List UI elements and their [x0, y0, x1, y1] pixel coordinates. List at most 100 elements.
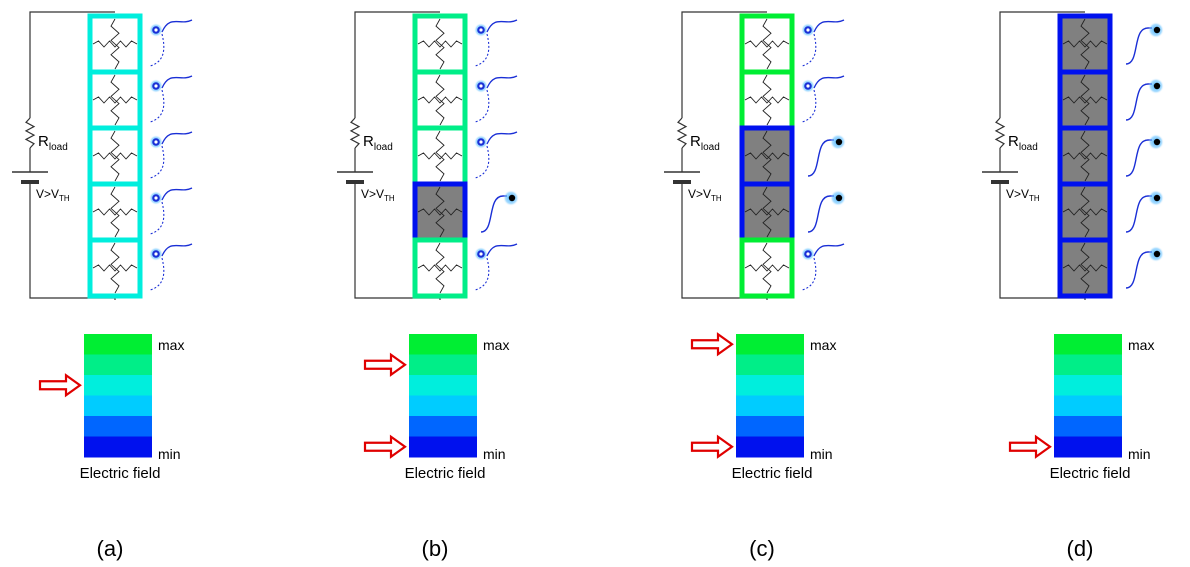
resistor-label: Rload	[363, 133, 393, 153]
cell-vertical-resistor	[1080, 74, 1090, 126]
cell	[1057, 237, 1164, 299]
cell	[412, 69, 518, 131]
level-arrow-icon	[38, 373, 82, 398]
panel-d: Rload V>VTH max min Electric field (d)	[982, 11, 1164, 561]
battery-label-main: V>V	[361, 187, 384, 201]
localized-wave-icon	[149, 75, 193, 123]
localized-wave-icon	[474, 243, 518, 291]
circuit	[337, 11, 441, 300]
wave-curve	[813, 19, 845, 33]
localized-wave-icon	[474, 75, 518, 123]
cell-horizontal-resistor	[92, 40, 138, 48]
electron-dot	[1153, 26, 1161, 34]
cell-resistor-network	[1062, 18, 1108, 70]
scale-min-label: min	[810, 446, 833, 462]
wire-top	[999, 11, 1085, 118]
cell	[412, 125, 518, 187]
delocalized-wave-icon	[1125, 190, 1164, 233]
cell	[87, 181, 193, 243]
scale-band	[1054, 436, 1122, 458]
electron-core	[154, 252, 158, 256]
cell-horizontal-resistor	[1062, 152, 1108, 160]
cell-resistor-network	[417, 18, 463, 70]
wave-dashed-tail	[801, 89, 817, 123]
delocalized-wave-icon	[807, 134, 846, 177]
electron-dot	[508, 194, 516, 202]
cell-horizontal-resistor	[92, 208, 138, 216]
scale-title: Electric field	[1050, 465, 1131, 482]
wave-curve	[1125, 27, 1152, 65]
level-arrow-icon	[1008, 434, 1052, 459]
cell-horizontal-resistor	[92, 96, 138, 104]
load-resistor	[349, 117, 361, 149]
scale-max-label: max	[158, 337, 184, 353]
scale-band	[409, 375, 477, 396]
cell	[739, 69, 845, 131]
scale-title: Electric field	[405, 465, 486, 482]
scale-band	[84, 436, 152, 458]
panel-caption: (d)	[1067, 536, 1094, 561]
wave-curve	[813, 243, 845, 257]
wave-dashed-tail	[149, 89, 165, 123]
level-arrow-icon	[363, 352, 407, 377]
electric-field-scale: max min Electric field	[38, 334, 184, 482]
scale-band	[84, 354, 152, 376]
delocalized-wave-icon	[480, 190, 519, 233]
wire-bottom	[29, 182, 116, 300]
electron-dot	[1153, 250, 1161, 258]
cell-vertical-resistor	[1080, 130, 1090, 182]
resistor-label-main: R	[690, 133, 701, 150]
electron-core	[806, 28, 810, 32]
cell	[739, 125, 846, 187]
wave-curve	[161, 243, 193, 257]
electric-field-scale: max min Electric field	[690, 332, 836, 482]
scale-band	[84, 375, 152, 396]
battery-label-sub: TH	[384, 194, 395, 203]
battery-label-sub: TH	[59, 194, 70, 203]
localized-wave-icon	[474, 131, 518, 179]
localized-wave-icon	[149, 187, 193, 235]
cell	[87, 69, 193, 131]
wave-dashed-tail	[149, 33, 165, 67]
cell-vertical-resistor	[1080, 18, 1090, 70]
cell	[412, 237, 518, 299]
wave-curve	[1125, 251, 1152, 289]
delocalized-wave-icon	[1125, 78, 1164, 121]
cell-resistor-network	[417, 242, 463, 294]
scale-band	[736, 436, 804, 458]
wave-curve	[161, 131, 193, 145]
delocalized-wave-icon	[1125, 134, 1164, 177]
localized-wave-icon	[149, 19, 193, 67]
wave-curve	[1125, 195, 1152, 233]
cell	[87, 13, 193, 75]
scale-band	[84, 395, 152, 417]
cell-horizontal-resistor	[92, 264, 138, 272]
battery-label-main: V>V	[1006, 187, 1029, 201]
electric-field-scale: max min Electric field	[363, 334, 509, 482]
scale-min-label: min	[1128, 446, 1151, 462]
panel-b: Rload V>VTH max min Electric field (b)	[337, 11, 519, 561]
scale-band	[1054, 395, 1122, 417]
wave-curve	[161, 187, 193, 201]
cell-resistor-network	[744, 130, 790, 182]
load-resistor	[676, 117, 688, 149]
electron-core	[806, 252, 810, 256]
scale-band	[84, 416, 152, 437]
wave-curve	[486, 243, 518, 257]
battery-label: V>VTH	[688, 187, 722, 203]
electron-dot	[1153, 82, 1161, 90]
localized-wave-icon	[149, 243, 193, 291]
resistor-label-sub: load	[374, 142, 393, 153]
electron-core	[154, 28, 158, 32]
wave-dashed-tail	[801, 257, 817, 291]
cell-resistor-network	[1062, 74, 1108, 126]
electron-core	[154, 196, 158, 200]
cell-vertical-resistor	[110, 74, 120, 126]
cell-horizontal-resistor	[417, 96, 463, 104]
scale-band	[736, 416, 804, 437]
cell-horizontal-resistor	[417, 264, 463, 272]
cell-resistor-network	[744, 18, 790, 70]
wire-bottom	[999, 182, 1086, 300]
scale-band	[409, 416, 477, 437]
